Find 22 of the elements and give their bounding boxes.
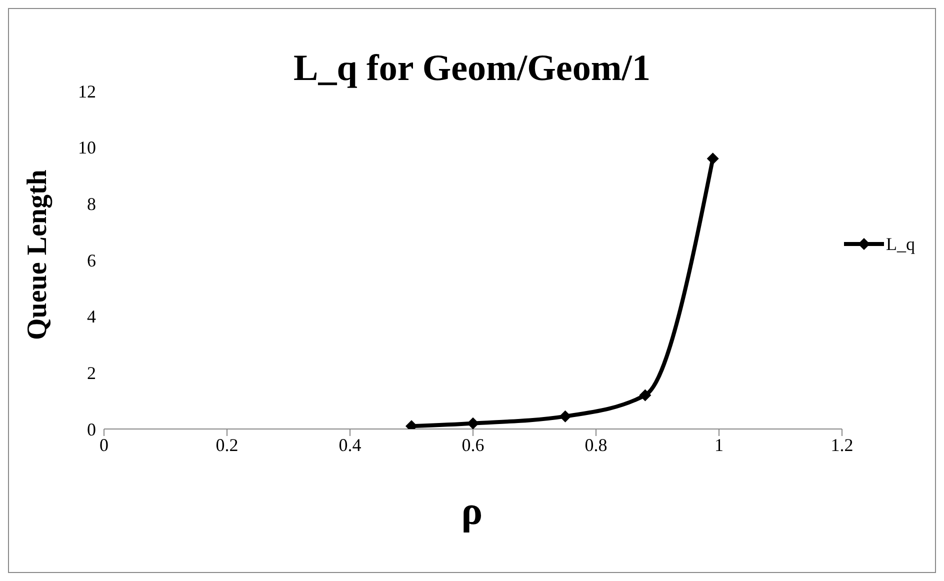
y-tick-label: 6	[87, 250, 96, 270]
x-tick-label: 1.2	[830, 434, 854, 455]
x-tick-label: 0.8	[584, 434, 608, 455]
x-axis-title: ρ	[460, 487, 484, 534]
y-axis-title: Queue Length	[22, 169, 53, 340]
legend-label: L_q	[886, 234, 915, 254]
x-tick-label: 0.6	[462, 434, 484, 455]
y-tick-label: 0	[87, 419, 96, 440]
point	[467, 417, 479, 429]
y-tick-label: 10	[78, 138, 96, 158]
x-tick-label: 0	[100, 434, 108, 455]
x-tick-label: 0.4	[338, 434, 362, 455]
x-tick-label: 1	[714, 434, 724, 455]
x-tick-label: 0.2	[216, 434, 238, 455]
point	[639, 389, 652, 402]
y-tick-label: 12	[78, 81, 96, 102]
chart-title: L_q for Geom/Geom/1	[294, 48, 650, 89]
y-tick-label: 4	[87, 306, 96, 327]
point	[559, 410, 572, 422]
point	[706, 152, 719, 165]
y-tick-label: 2	[87, 363, 96, 384]
y-tick-label: 8	[87, 194, 96, 214]
